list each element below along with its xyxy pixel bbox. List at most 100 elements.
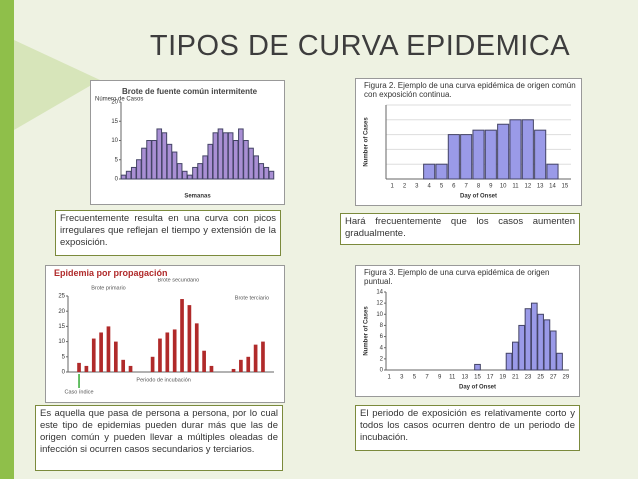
bar <box>212 132 219 180</box>
bar <box>537 313 544 371</box>
decoration <box>0 0 100 479</box>
bar <box>197 163 203 180</box>
bar <box>207 143 214 180</box>
bar <box>258 163 265 180</box>
annotation: Periodo de incubación <box>136 377 190 383</box>
bar <box>447 134 460 180</box>
bar <box>243 140 249 180</box>
bar <box>217 128 224 180</box>
y-tick-label: 25 <box>58 294 65 300</box>
bar <box>130 166 137 180</box>
y-tick-label: 0 <box>115 177 119 183</box>
bar <box>484 129 497 180</box>
chart-title: Epidemia por propagación <box>54 268 168 278</box>
x-tick-label: 5 <box>413 375 417 381</box>
y-tick-label: 15 <box>111 119 118 125</box>
x-tick-label: 5 <box>440 184 444 190</box>
bar <box>227 132 234 180</box>
chart: 0 5 10 15 20 25 Brote primario Brote secundario… <box>58 277 274 395</box>
bar <box>222 132 229 180</box>
bar <box>120 174 127 180</box>
chart-panel: Figura 3. Ejemplo de una curva epidémica… <box>355 265 580 397</box>
x-tick-label: 29 <box>563 375 570 381</box>
x-tick-label: 17 <box>487 375 494 381</box>
chart-title: Figura 2. Ejemplo de una curva epidémica… <box>364 81 576 99</box>
bar <box>176 163 183 180</box>
x-tick-label: 4 <box>427 184 431 190</box>
bar <box>530 302 538 371</box>
x-tick-label: 2 <box>403 184 407 190</box>
bar <box>253 155 259 180</box>
bar <box>172 329 177 372</box>
bar <box>187 305 192 372</box>
bar <box>248 147 254 180</box>
x-tick-label: 11 <box>449 375 456 381</box>
bar <box>91 338 96 372</box>
chart-title: Figura 3. Ejemplo de una curva epidémica… <box>364 268 550 286</box>
y-tick-label: 4 <box>380 345 384 351</box>
bar <box>268 170 275 180</box>
bar <box>125 170 132 180</box>
x-tick-label: 9 <box>438 375 442 381</box>
x-axis-label: Semanas <box>184 194 211 200</box>
bar <box>505 352 513 371</box>
bar <box>518 324 526 371</box>
x-axis-label: Day of Onset <box>459 385 496 391</box>
annotation: Brote secundario <box>158 278 200 283</box>
caption: Hará frecuentemente que los casos aument… <box>340 213 580 245</box>
bar <box>460 134 473 180</box>
bar <box>136 159 142 180</box>
x-tick-label: 13 <box>537 184 544 190</box>
bar <box>509 119 522 180</box>
bar <box>141 147 147 180</box>
bar <box>238 128 244 180</box>
x-tick-label: 7 <box>425 375 429 381</box>
x-tick-label: 10 <box>500 184 507 190</box>
x-tick-label: 6 <box>452 184 456 190</box>
x-tick-label: 15 <box>474 375 481 381</box>
y-tick-label: 10 <box>111 138 118 144</box>
bar <box>546 163 559 180</box>
y-tick-label: 0 <box>62 370 66 376</box>
y-tick-label: 20 <box>111 100 118 106</box>
x-tick-label: 3 <box>415 184 419 190</box>
bar <box>423 163 436 180</box>
bar <box>202 350 206 372</box>
bar <box>497 123 510 180</box>
x-tick-label: 14 <box>549 184 556 190</box>
bar <box>521 119 534 180</box>
bar <box>232 140 239 180</box>
bar <box>166 143 173 180</box>
bar <box>472 129 485 180</box>
x-tick-label: 11 <box>512 184 519 190</box>
slide-title: TIPOS DE CURVA EPIDEMICA <box>149 30 571 62</box>
annotation: Brote terciario <box>235 295 269 301</box>
chart-panel: Epidemia por propagación 0 5 10 15 20 25 Brote … <box>45 265 285 403</box>
y-axis-label: Number of Cases <box>364 306 370 356</box>
caption: El periodo de exposición es relativament… <box>355 405 580 451</box>
y-tick-label: 10 <box>58 339 65 345</box>
bar <box>165 332 170 372</box>
annotation: Caso índice <box>65 389 94 395</box>
bar <box>512 341 519 371</box>
y-axis-label: Number of Cases <box>364 117 370 167</box>
bar <box>263 166 270 180</box>
bar <box>106 326 111 372</box>
x-tick-label: 3 <box>400 375 404 381</box>
x-tick-label: 1 <box>387 375 391 381</box>
bar <box>99 332 103 372</box>
x-tick-label: 1 <box>390 184 394 190</box>
x-tick-label: 19 <box>499 375 506 381</box>
bar <box>146 140 152 180</box>
bar <box>202 155 208 180</box>
x-tick-label: 7 <box>464 184 468 190</box>
y-tick-label: 14 <box>376 290 383 296</box>
bar <box>128 365 133 372</box>
bar <box>150 356 155 372</box>
bar <box>549 330 557 371</box>
bar <box>534 129 547 180</box>
bar <box>151 140 157 180</box>
bar <box>543 319 551 371</box>
bar <box>261 341 265 372</box>
